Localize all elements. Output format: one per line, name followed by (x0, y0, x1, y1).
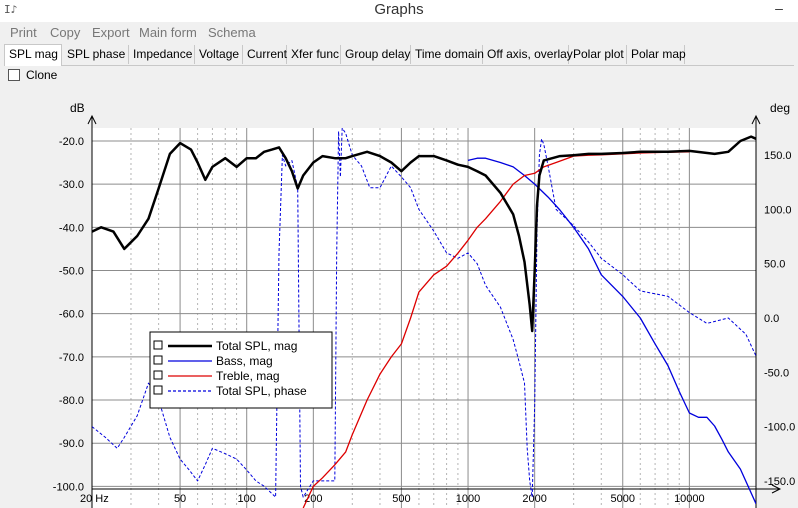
tab-spl-mag[interactable]: SPL mag (4, 44, 62, 66)
x-tick-label: 10000 (674, 493, 705, 505)
tab-current[interactable]: Current (243, 45, 287, 64)
x-tick-label: 50 (174, 493, 186, 505)
legend-checkbox (153, 370, 163, 380)
y2-axis-arrow (751, 114, 761, 125)
tab-xfer-func[interactable]: Xfer func (287, 45, 341, 64)
y-tick-label: -80.0 (59, 395, 84, 407)
series-line (467, 157, 756, 504)
y-tick-label: -60.0 (59, 309, 84, 321)
tab-polar-map[interactable]: Polar map (627, 45, 686, 64)
clone-label: Clone (26, 68, 58, 82)
legend-label: Total SPL, mag (216, 339, 297, 353)
tab-bar: SPL mag SPL phase Impedance Voltage Curr… (4, 44, 794, 66)
legend-checkbox (153, 385, 163, 395)
y2-axis-unit: deg (770, 101, 790, 115)
menu-bar: Print Copy Export Main form Schema (0, 23, 798, 43)
y2-tick-label: 0.0 (764, 313, 779, 325)
legend-box (149, 331, 333, 409)
x-tick-label: 500 (392, 493, 410, 505)
x-tick-label: 1000 (456, 493, 480, 505)
y-tick-label: -30.0 (59, 179, 84, 191)
x-tick-label: 2000 (522, 493, 546, 505)
menu-schema[interactable]: Schema (208, 25, 256, 40)
y-tick-label: -90.0 (59, 438, 84, 450)
y2-tick-label: -50.0 (764, 367, 789, 379)
series-line (92, 128, 756, 498)
legend-label: Treble, mag (216, 369, 280, 383)
x-axis-arrow (771, 484, 782, 494)
legend-label: Total SPL, phase (216, 384, 307, 398)
tab-group-delay[interactable]: Group delay (341, 45, 411, 64)
tab-time-domain[interactable]: Time domain (411, 45, 484, 64)
minimize-icon[interactable]: – (775, 0, 783, 16)
axes (87, 114, 782, 508)
menu-copy[interactable]: Copy (50, 25, 81, 40)
menu-export[interactable]: Export (92, 25, 130, 40)
y-tick-label: -70.0 (59, 352, 84, 364)
tab-impedance[interactable]: Impedance (129, 45, 195, 64)
tab-spl-phase[interactable]: SPL phase (63, 45, 129, 64)
title-bar: I♪ Graphs – (0, 0, 798, 22)
clone-checkbox-box[interactable] (8, 69, 20, 81)
series-layer (92, 128, 756, 508)
x-tick-label: 5000 (611, 493, 635, 505)
x-tick-label: 20 Hz (80, 493, 109, 505)
y2-tick-label: -100.0 (764, 422, 795, 434)
plot-area (92, 128, 756, 508)
menu-print[interactable]: Print (10, 25, 37, 40)
tab-voltage[interactable]: Voltage (195, 45, 243, 64)
y2-tick-label: 100.0 (764, 204, 792, 216)
y-tick-label: -50.0 (59, 266, 84, 278)
y-tick-label: -40.0 (59, 222, 84, 234)
window-title: Graphs (374, 1, 424, 18)
y2-tick-label: 50.0 (764, 259, 785, 271)
y-tick-label: -100.0 (53, 481, 84, 493)
y2-tick-label: 150.0 (764, 150, 792, 162)
menu-main-form[interactable]: Main form (139, 25, 197, 40)
legend-checkbox (153, 355, 163, 365)
tab-polar-plot[interactable]: Polar plot (569, 45, 627, 64)
tick-labels: dB deg -20.0 -30.0 -40.0 -50.0 -60.0 -70.0 -80.0… (53, 101, 795, 505)
y2-tick-label: -150.0 (764, 476, 795, 488)
y-axis-unit: dB (70, 101, 85, 115)
y-tick-label: -20.0 (59, 136, 84, 148)
x-tick-label: 100 (238, 493, 256, 505)
tab-off-axis-overlay[interactable]: Off axis, overlay (483, 45, 573, 64)
series-line (302, 151, 690, 508)
app-icon: I♪ (4, 3, 18, 16)
y-axis-arrow (87, 114, 97, 125)
legend-label: Bass, mag (216, 354, 273, 368)
legend-checkbox (153, 340, 163, 350)
series-line (92, 135, 756, 333)
